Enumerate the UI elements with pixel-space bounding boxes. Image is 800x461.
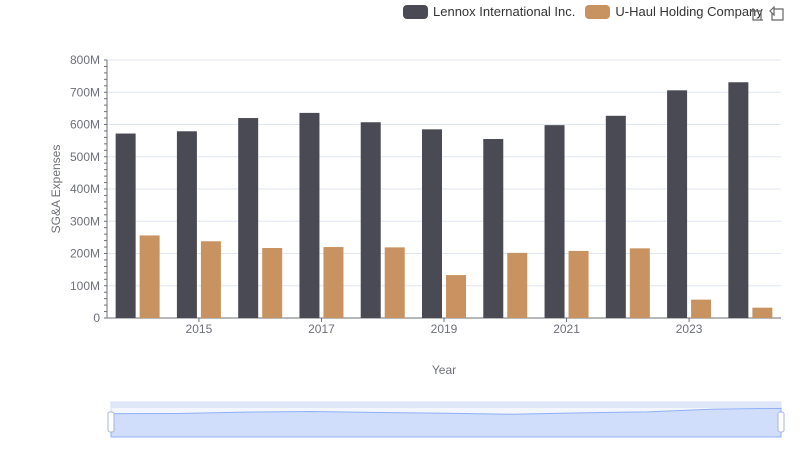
bar-uhaul-2017: [323, 247, 344, 318]
zoom-slider-top-bar: [111, 402, 781, 408]
bar-lennox-2023: [667, 90, 688, 318]
legend-swatch-uhaul: [585, 4, 611, 19]
zoom-slider-preview: [110, 407, 782, 438]
bar-uhaul-2021: [568, 250, 589, 318]
bar-lennox-2018: [360, 122, 381, 319]
zoom-handle-left[interactable]: [107, 411, 115, 433]
x-tick-label: 2017: [308, 322, 335, 336]
restore-icon[interactable]: [748, 6, 766, 24]
x-tick-label: 2015: [186, 322, 213, 336]
bar-lennox-2016: [238, 118, 259, 318]
back-icon[interactable]: [768, 5, 786, 24]
legend-label-uhaul: U-Haul Holding Company: [615, 4, 763, 19]
y-tick-label: 100M: [70, 279, 100, 293]
legend-swatch-lennox: [403, 4, 428, 19]
x-tick-label: 2019: [431, 322, 458, 336]
bar-lennox-2019: [422, 129, 442, 318]
bar-uhaul-2014: [139, 235, 160, 318]
bar-uhaul-2019: [446, 275, 466, 318]
y-tick-label: 300M: [70, 214, 100, 228]
y-tick-label: 400M: [70, 182, 100, 196]
toolbox: [746, 5, 786, 24]
legend-item-lennox[interactable]: Lennox International Inc.: [403, 4, 575, 19]
bar-lennox-2020: [483, 139, 504, 318]
legend-label-lennox: Lennox International Inc.: [433, 4, 576, 19]
legend: Lennox International Inc. U-Haul Holding…: [403, 4, 773, 19]
bar-uhaul-2023: [691, 299, 712, 318]
bar-uhaul-2016: [262, 248, 283, 318]
bar-lennox-2015: [176, 131, 197, 318]
bar-uhaul-2020: [507, 252, 528, 318]
bar-lennox-2024: [728, 82, 749, 318]
bar-uhaul-2022: [629, 248, 650, 318]
y-axis-title: SG&A Expenses: [49, 145, 63, 234]
bar-lennox-2021: [544, 125, 565, 319]
bar-lennox-2014: [115, 133, 136, 318]
y-tick-label: 600M: [70, 118, 100, 132]
x-tick-label: 2023: [676, 322, 703, 336]
y-tick-label: 0: [93, 311, 100, 325]
bar-lennox-2022: [605, 115, 626, 318]
legend-item-uhaul[interactable]: U-Haul Holding Company: [585, 4, 763, 19]
bar-uhaul-2015: [200, 241, 221, 318]
y-tick-label: 500M: [70, 150, 100, 164]
bar-lennox-2017: [299, 112, 320, 318]
y-tick-label: 200M: [70, 247, 100, 261]
bar-uhaul-2024: [752, 307, 773, 318]
x-axis-title: Year: [432, 363, 456, 377]
bar-uhaul-2018: [384, 247, 405, 318]
y-tick-label: 800M: [70, 53, 100, 67]
y-tick-label: 700M: [70, 85, 100, 99]
zoom-handle-right[interactable]: [777, 411, 785, 433]
x-tick-label: 2021: [553, 322, 580, 336]
